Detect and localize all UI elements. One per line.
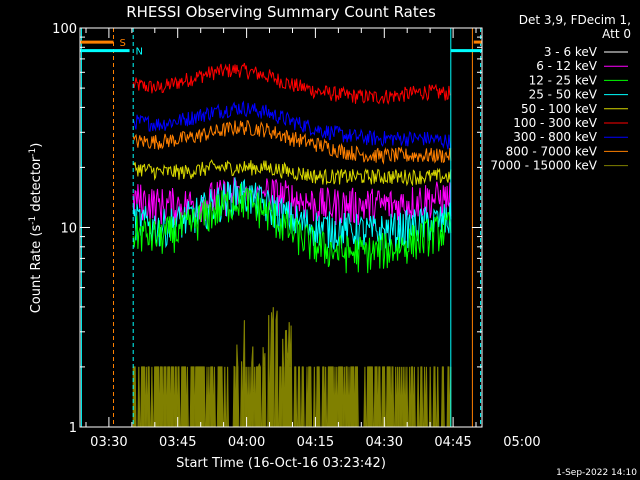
x-tick-label: 04:00 <box>228 435 265 450</box>
series-line-2 <box>132 100 452 150</box>
y-axis-label-main: Count Rate (s <box>29 225 44 314</box>
series-line-3 <box>132 120 452 165</box>
legend-label-1: 6 - 12 keV <box>536 59 598 73</box>
x-tick-label: 03:30 <box>90 435 127 450</box>
timestamp: 1-Sep-2022 14:10 <box>556 468 637 478</box>
x-tick-label: 04:45 <box>434 435 471 450</box>
flag-label-1: N <box>136 47 143 58</box>
y-tick-label: 10 <box>60 222 77 237</box>
x-tick-label: 03:45 <box>159 435 196 450</box>
y-axis-label-sup2: -1 <box>28 148 38 157</box>
y-axis-label-mid: detector <box>29 156 44 216</box>
legend-label-7: 800 - 7000 keV <box>506 144 598 158</box>
x-tick-label: 04:15 <box>297 435 334 450</box>
legend-label-8: 7000 - 15000 keV <box>490 159 597 173</box>
legend-label-0: 3 - 6 keV <box>544 45 598 59</box>
y-tick-label: 100 <box>52 22 77 37</box>
legend-header-line2: Att 0 <box>602 27 631 41</box>
legend-label-2: 12 - 25 keV <box>529 73 598 87</box>
flag-label-0: S <box>120 38 126 49</box>
y-axis-label-sup1: -1 <box>28 216 38 225</box>
y-axis-label-end: ) <box>29 143 44 148</box>
legend-label-5: 100 - 300 keV <box>513 116 597 130</box>
series-line-5 <box>132 177 452 227</box>
y-tick-label: 1 <box>69 421 77 436</box>
legend-label-6: 300 - 800 keV <box>513 130 597 144</box>
series-line-4 <box>132 159 452 187</box>
legend-label-4: 50 - 100 keV <box>521 102 598 116</box>
x-tick-label: 05:00 <box>503 435 540 450</box>
series-line-7 <box>132 183 452 274</box>
y-axis-label: Count Rate (s-1 detector-1) <box>28 143 44 314</box>
legend-label-3: 25 - 50 keV <box>529 88 598 102</box>
x-tick-label: 04:30 <box>366 435 403 450</box>
legend-header-line1: Det 3,9, FDecim 1, <box>519 13 631 27</box>
series-line-0 <box>132 62 452 105</box>
chart-title: RHESSI Observing Summary Count Rates <box>126 3 436 21</box>
x-axis-label: Start Time (16-Oct-16 03:23:42) <box>176 456 386 471</box>
